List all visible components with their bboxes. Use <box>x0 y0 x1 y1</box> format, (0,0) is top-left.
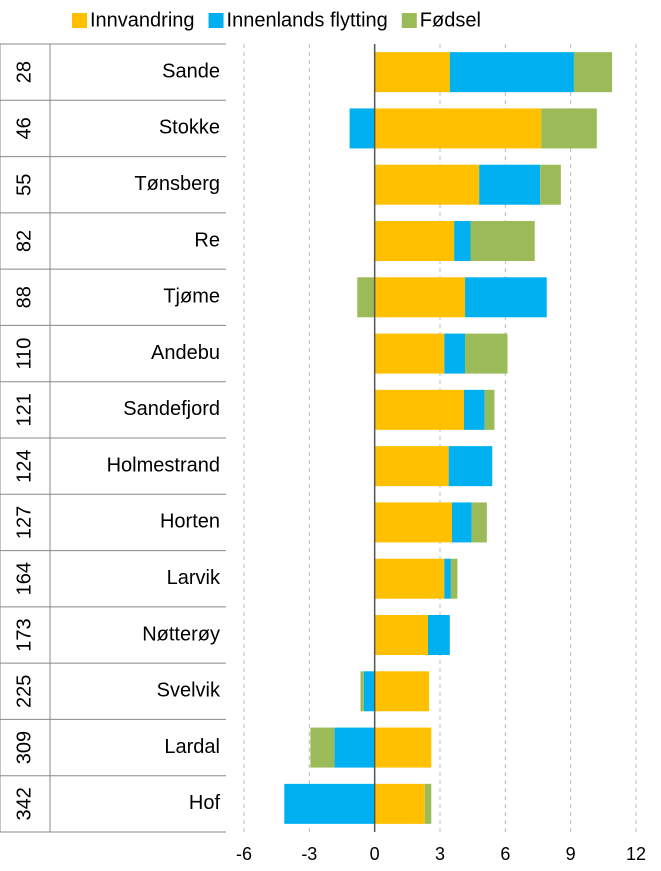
bar-segment <box>374 108 542 149</box>
rank-label: 121 <box>13 393 35 426</box>
bar-segment <box>374 558 445 599</box>
bar-segment <box>444 558 451 599</box>
bar-segment <box>374 615 429 655</box>
bar-segment <box>374 502 452 543</box>
bar-segment <box>450 558 458 599</box>
rank-label: 110 <box>13 338 35 370</box>
rank-label: 309 <box>13 731 35 764</box>
bar-segment <box>374 389 464 430</box>
bar-segment <box>470 221 535 261</box>
category-label: Tønsberg <box>134 173 220 195</box>
x-tick-label: -6 <box>236 844 252 864</box>
x-tick-label: 9 <box>566 844 576 864</box>
rank-label: 225 <box>13 675 35 708</box>
bar-segment <box>541 108 597 149</box>
legend-swatch <box>208 13 224 28</box>
bar-segment <box>573 52 613 93</box>
rank-label: 82 <box>13 230 35 252</box>
bar-segment <box>349 108 375 149</box>
bar-segment <box>479 164 541 205</box>
rank-label: 55 <box>13 174 35 196</box>
category-label: Tjøme <box>163 286 220 308</box>
legend-label: Innenlands flytting <box>227 9 388 31</box>
category-label: Nøtterøy <box>142 623 220 645</box>
rank-label: 28 <box>13 61 35 83</box>
bar-segment <box>463 389 485 430</box>
x-tick-label: 12 <box>626 844 646 864</box>
bar-segment <box>465 333 508 374</box>
category-label: Stokke <box>159 117 220 139</box>
bar-segment <box>449 52 574 93</box>
bar-segment <box>540 164 561 205</box>
bar-segment <box>428 615 450 655</box>
bar-segment <box>374 783 425 824</box>
x-tick-label: -3 <box>301 844 317 864</box>
rank-label: 124 <box>13 449 35 482</box>
x-tick-label: 6 <box>500 844 510 864</box>
category-label: Hof <box>189 792 221 814</box>
legend-label: Fødsel <box>420 9 481 31</box>
rank-label: 173 <box>13 618 35 651</box>
bar-segment <box>451 502 472 543</box>
category-label: Andebu <box>151 342 220 364</box>
x-tick-label: 3 <box>435 844 445 864</box>
x-tick-label: 0 <box>370 844 380 864</box>
bar-segment <box>444 333 466 374</box>
bar-segment <box>310 727 335 768</box>
category-label: Lardal <box>164 736 220 758</box>
bar-segment <box>374 727 432 768</box>
bar-segment <box>484 389 495 430</box>
bar-segment <box>374 671 430 712</box>
bar-segment <box>374 221 455 261</box>
category-label: Holmestrand <box>107 454 220 476</box>
bar-segment <box>363 671 375 712</box>
rank-label: 88 <box>13 286 35 308</box>
bar-segment <box>454 221 471 261</box>
rank-label: 127 <box>13 506 35 539</box>
legend-swatch <box>401 13 417 28</box>
category-label: Svelvik <box>157 680 221 702</box>
bar-segment <box>374 52 450 93</box>
category-label: Re <box>194 229 220 251</box>
bar-segment <box>471 502 487 543</box>
bar-segment <box>374 277 466 318</box>
category-label: Sande <box>162 60 220 82</box>
bar-segment <box>448 446 493 487</box>
rank-label: 46 <box>13 117 35 139</box>
bar-segment <box>357 277 375 318</box>
bar-segment <box>334 727 375 768</box>
bar-segment <box>360 671 364 712</box>
rank-label: 342 <box>13 787 35 820</box>
bar-segment <box>374 164 480 205</box>
bar-segment <box>374 446 449 487</box>
category-label: Larvik <box>167 567 221 589</box>
category-label: Sandefjord <box>123 398 220 420</box>
bar-segment <box>374 333 445 374</box>
bar-segment <box>424 783 432 824</box>
category-label: Horten <box>160 511 220 533</box>
bar-segment <box>284 783 375 824</box>
legend-swatch <box>72 13 87 28</box>
bar-segment <box>465 277 547 318</box>
legend-label: Innvandring <box>90 9 195 31</box>
rank-label: 164 <box>13 562 35 595</box>
